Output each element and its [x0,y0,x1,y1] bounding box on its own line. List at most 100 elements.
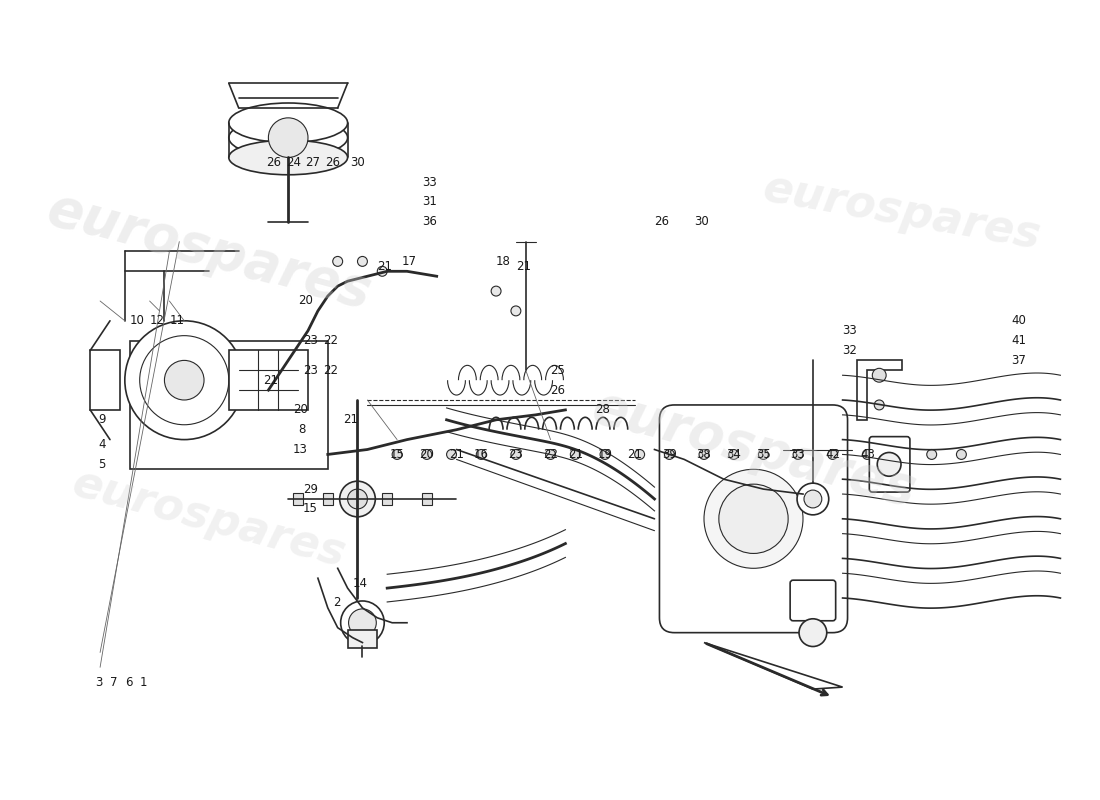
Text: 30: 30 [350,156,365,169]
Text: 28: 28 [595,403,610,417]
Circle shape [862,450,872,459]
Text: 18: 18 [496,255,512,268]
Text: eurospares: eurospares [586,382,921,518]
Ellipse shape [229,118,348,158]
Text: 24: 24 [286,156,300,169]
Text: 26: 26 [326,156,340,169]
Text: 20: 20 [293,403,308,417]
Text: 12: 12 [150,314,165,327]
Text: 26: 26 [266,156,280,169]
Text: 27: 27 [306,156,320,169]
Circle shape [124,321,243,440]
FancyBboxPatch shape [348,630,377,647]
FancyBboxPatch shape [293,493,303,505]
FancyBboxPatch shape [790,580,836,621]
Circle shape [698,450,708,459]
Text: 16: 16 [474,448,488,461]
Circle shape [718,484,788,554]
Circle shape [510,450,520,459]
Text: 23: 23 [508,448,524,461]
FancyBboxPatch shape [322,493,332,505]
FancyBboxPatch shape [659,405,847,633]
Text: 21: 21 [449,448,464,461]
Text: 22: 22 [543,448,558,461]
Text: 26: 26 [550,383,565,397]
Text: 25: 25 [550,364,565,377]
Text: 30: 30 [694,215,708,228]
Circle shape [341,601,384,645]
Text: 10: 10 [130,314,145,327]
Text: 3: 3 [95,676,102,689]
Text: 42: 42 [825,448,840,461]
Circle shape [635,450,645,459]
Text: 32: 32 [843,344,858,357]
Circle shape [804,490,822,508]
FancyBboxPatch shape [130,341,328,470]
Text: 33: 33 [791,448,805,461]
Text: eurospares: eurospares [42,183,376,320]
Text: 17: 17 [402,255,417,268]
Circle shape [874,400,884,410]
Text: 43: 43 [860,448,875,461]
Circle shape [872,368,887,382]
Circle shape [827,450,837,459]
Circle shape [348,489,367,509]
FancyBboxPatch shape [229,350,308,410]
Text: 15: 15 [389,448,405,461]
Circle shape [877,453,901,476]
Circle shape [600,450,609,459]
Text: 9: 9 [98,414,106,426]
Text: 6: 6 [124,676,132,689]
Text: 23: 23 [302,334,318,347]
Text: 22: 22 [322,364,338,377]
Text: eurospares: eurospares [67,462,351,576]
Circle shape [926,450,936,459]
Ellipse shape [229,140,348,174]
FancyBboxPatch shape [869,437,910,492]
Circle shape [793,450,803,459]
Circle shape [798,483,828,515]
Circle shape [704,470,803,568]
Circle shape [892,450,902,459]
Text: 36: 36 [421,215,437,228]
Text: 40: 40 [1011,314,1026,327]
Circle shape [332,257,342,266]
Circle shape [164,360,204,400]
Text: 23: 23 [302,364,318,377]
Circle shape [664,450,674,459]
Polygon shape [704,642,843,689]
Ellipse shape [229,103,348,142]
Circle shape [340,481,375,517]
Circle shape [546,450,556,459]
Text: eurospares: eurospares [760,166,1044,258]
Text: 35: 35 [756,448,771,461]
Circle shape [956,450,966,459]
Circle shape [799,618,827,646]
Circle shape [476,450,486,459]
Text: 21: 21 [627,448,642,461]
Circle shape [377,266,387,276]
Text: 21: 21 [263,374,278,386]
Text: 5: 5 [98,458,106,471]
Circle shape [349,609,376,637]
Circle shape [510,306,520,316]
Text: 1: 1 [140,676,147,689]
Text: 41: 41 [1011,334,1026,347]
Circle shape [140,336,229,425]
Text: 33: 33 [843,324,857,337]
Text: 21: 21 [342,414,358,426]
Text: 21: 21 [377,260,393,273]
Text: 4: 4 [98,438,106,451]
Text: 19: 19 [597,448,613,461]
Circle shape [358,257,367,266]
Circle shape [728,450,738,459]
Circle shape [268,118,308,158]
Text: 37: 37 [1011,354,1026,367]
Text: 2: 2 [332,597,340,610]
Text: 13: 13 [293,443,308,456]
Circle shape [447,450,456,459]
Text: 26: 26 [654,215,670,228]
FancyBboxPatch shape [382,493,392,505]
Text: 39: 39 [662,448,676,461]
Text: 29: 29 [302,482,318,496]
